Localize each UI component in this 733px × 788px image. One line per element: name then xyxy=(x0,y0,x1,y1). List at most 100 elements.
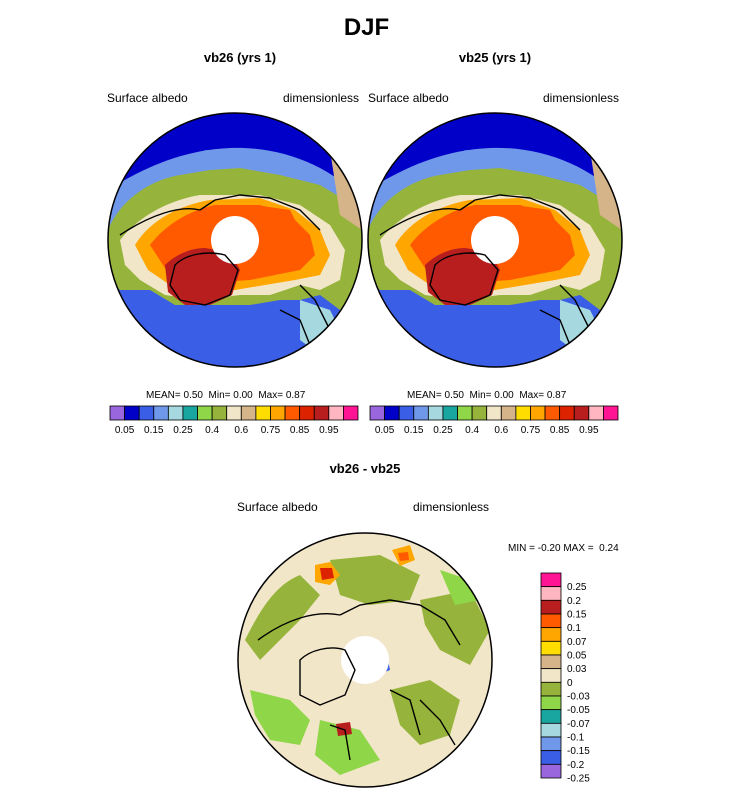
map3-outline xyxy=(237,532,493,788)
colorbar-2-tick-label: 0.6 xyxy=(494,425,508,436)
colorbar-2-swatch xyxy=(427,405,444,421)
map1-atlantic-blue xyxy=(140,310,300,367)
colorbar-3-tick-label: 0.1 xyxy=(567,623,581,634)
colorbar-1-tick-label: 0.05 xyxy=(115,425,135,436)
colorbar-2-swatch xyxy=(398,405,415,421)
panel2-max-value: 0.87 xyxy=(546,390,567,401)
panel1-units-label: dimensionless xyxy=(283,91,360,105)
map2-pacific-low xyxy=(368,113,622,220)
map3-green-patch-2 xyxy=(330,555,420,605)
colorbar-3-swatch xyxy=(540,668,562,683)
colorbar-1-swatch xyxy=(299,405,315,421)
colorbar-2-swatch xyxy=(486,405,502,421)
panel2-min-value: 0.00 xyxy=(494,390,514,401)
map3 xyxy=(237,532,493,788)
colorbar-1-swatch xyxy=(211,405,228,421)
colorbar-2-swatch xyxy=(471,405,488,421)
map1 xyxy=(107,112,363,368)
colorbar-1-swatch xyxy=(124,405,140,421)
panel1-title: vb26 (yrs 1) xyxy=(203,50,277,65)
map3-green-patch-3 xyxy=(420,590,490,665)
colorbar-1-swatch xyxy=(138,405,155,421)
colorbar-2-swatch xyxy=(413,405,429,421)
colorbar-3-swatch xyxy=(540,736,562,752)
panel1-mean-value: 0.50 xyxy=(183,390,203,401)
colorbar-3-swatch xyxy=(540,709,562,724)
map2-outline xyxy=(367,112,623,368)
colorbar-3-tick-label: 0.15 xyxy=(567,610,587,621)
colorbar-3-swatch xyxy=(540,722,562,738)
map1-outline xyxy=(107,112,363,368)
colorbar-1-swatch xyxy=(270,405,286,421)
colorbar-3-tick-label: 0.07 xyxy=(567,637,587,648)
colorbar-3-swatch xyxy=(540,763,562,779)
panel1-variable-label: Surface albedo xyxy=(107,91,188,105)
colorbar-1-tick-label: 0.15 xyxy=(144,425,164,436)
colorbar-1-swatch xyxy=(153,405,169,421)
colorbar-2-tick-label: 0.75 xyxy=(521,425,541,436)
map2-pole-hole xyxy=(471,216,519,264)
colorbar-3-swatch xyxy=(540,681,562,697)
panel1-min-value: 0.00 xyxy=(233,390,253,401)
map3-green-patch-1 xyxy=(245,575,320,660)
colorbar-3-swatch xyxy=(540,640,562,656)
figure-title: DJF xyxy=(343,14,390,41)
map3-positive-spot-1-core xyxy=(320,568,334,580)
map1-pacific-low xyxy=(108,113,362,220)
map2-siberia-patch xyxy=(515,205,560,235)
map1-coastlines xyxy=(119,194,331,346)
map3-green-patch-5 xyxy=(390,680,460,745)
map3-positive-spot-2-core xyxy=(398,552,409,561)
colorbar-2-swatch xyxy=(603,405,619,421)
colorbar-3-tick-label: 0.03 xyxy=(567,664,587,675)
map3-pole-hole xyxy=(341,636,389,684)
panel3-units-label: dimensionless xyxy=(413,500,490,514)
colorbar-2-tick-label: 0.15 xyxy=(404,425,424,436)
colorbar-3-swatch xyxy=(540,750,562,765)
colorbar-1-swatch xyxy=(226,405,242,421)
colorbar-3-tick-label: -0.07 xyxy=(567,719,590,730)
panel1-max-label: Max= xyxy=(258,390,284,401)
colorbar-2-swatch xyxy=(530,405,546,421)
panel2-mean-value: 0.50 xyxy=(444,390,464,401)
colorbar-1-tick-label: 0.95 xyxy=(319,425,339,436)
colorbar-3-swatch xyxy=(540,586,562,601)
colorbar-3-tick-label: -0.05 xyxy=(567,705,590,716)
panel2-variable-label: Surface albedo xyxy=(368,91,449,105)
colorbar-3-swatch xyxy=(540,627,562,642)
panel2-stats: MEAN= 0.50 Min= 0.00 Max= 0.87 xyxy=(407,390,566,401)
panel3-stats: MIN = -0.20 MAX = 0.24 xyxy=(508,543,619,554)
colorbar-1-swatch xyxy=(328,405,344,421)
colorbar-2-swatch xyxy=(457,405,473,421)
colorbar-1-swatch xyxy=(109,405,125,421)
colorbar-3-swatch xyxy=(540,572,562,588)
colorbar-1-swatch xyxy=(255,405,271,421)
panel3-max-value: 0.24 xyxy=(599,543,619,554)
colorbar-3-tick-label: 0.05 xyxy=(567,651,587,662)
colorbar-2-tick-label: 0.25 xyxy=(433,425,453,436)
map2-atlantic-blue xyxy=(400,310,560,367)
colorbar-2-swatch xyxy=(442,405,458,421)
map2 xyxy=(367,112,623,368)
colorbar-3-tick-label: -0.25 xyxy=(567,774,590,785)
colorbar-3-tick-label: 0.2 xyxy=(567,596,581,607)
panel3-title: vb26 - vb25 xyxy=(329,461,401,476)
panel3-max-label: MAX = xyxy=(563,543,594,554)
panel1-mean-label: MEAN= xyxy=(146,390,181,401)
colorbar-1-swatch xyxy=(167,405,184,421)
colorbar-3: 0.25 0.2 0.15 0.1 0.07 0.05 0.03 0 -0.03 -0.05 -0.… xyxy=(540,572,590,785)
colorbar-1-swatch xyxy=(343,405,359,421)
colorbar-1-tick-label: 0.75 xyxy=(261,425,281,436)
panel2-units-label: dimensionless xyxy=(543,91,620,105)
colorbar-3-swatch xyxy=(540,654,562,670)
panel2-min-label: Min= xyxy=(469,390,492,401)
colorbar-2-swatch xyxy=(500,405,517,421)
colorbar-1-tick-label: 0.85 xyxy=(290,425,310,436)
colorbar-1-swatch xyxy=(182,405,198,421)
colorbar-3-tick-label: 0 xyxy=(567,678,573,689)
colorbar-2-tick-label: 0.4 xyxy=(465,425,479,436)
map3-coastlines xyxy=(257,599,461,761)
panel3-min-value: -0.20 xyxy=(537,543,561,554)
colorbar-2-swatch xyxy=(384,405,400,421)
colorbar-3-swatch xyxy=(540,613,562,629)
